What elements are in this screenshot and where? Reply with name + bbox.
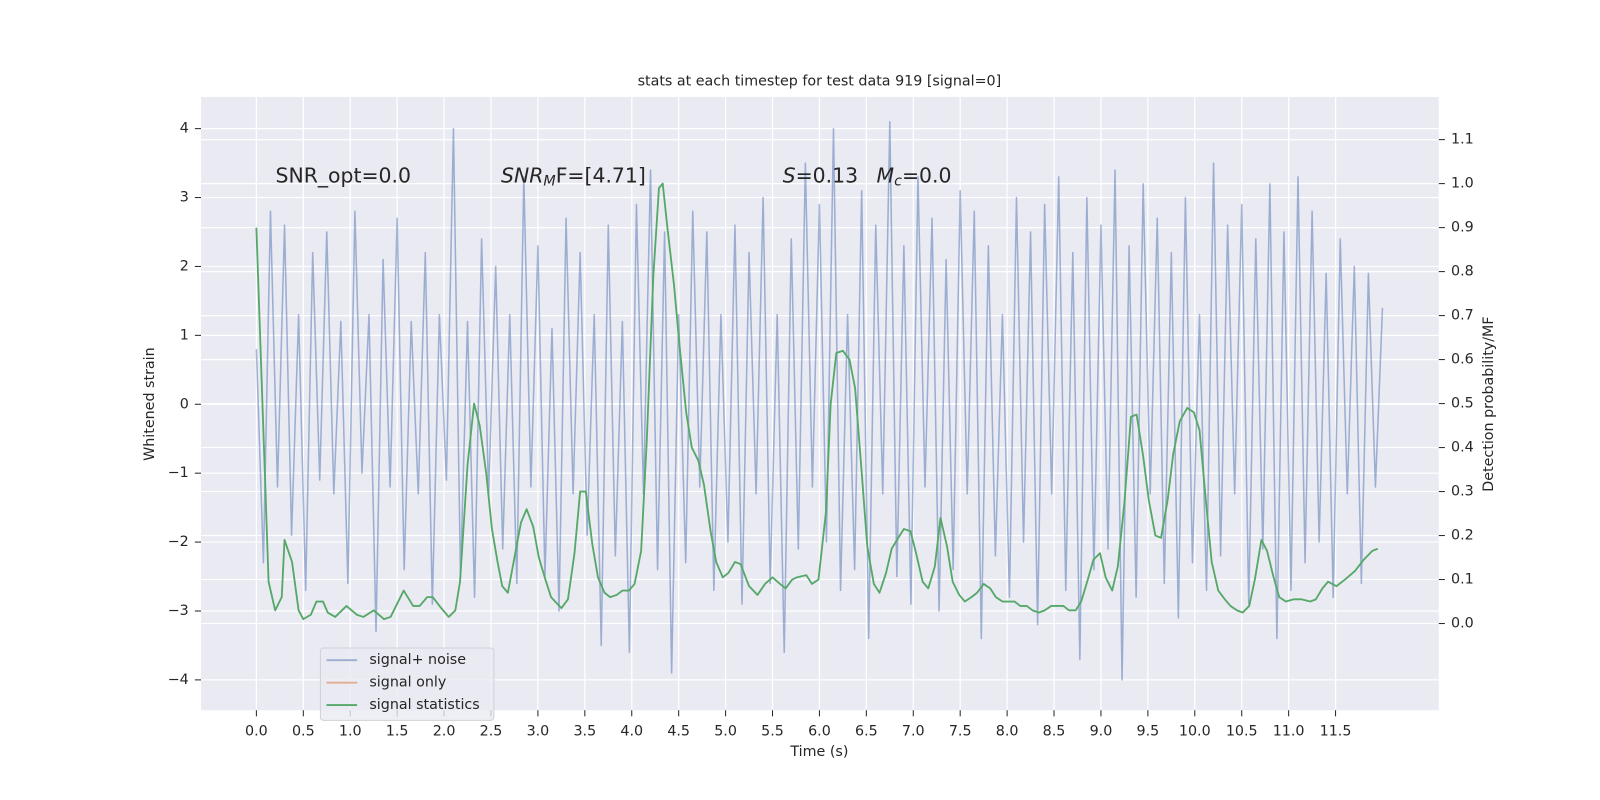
annotation: S=0.13 — [783, 164, 858, 188]
x-tick-label: 4.0 — [620, 724, 643, 740]
y2-tick-label: 1.0 — [1451, 176, 1474, 192]
x-tick-label: 8.0 — [996, 724, 1019, 740]
x-tick-label: 6.5 — [855, 724, 878, 740]
x-tick-label: 1.0 — [339, 724, 362, 740]
x-axis-label: Time (s) — [789, 744, 848, 760]
legend-label: signal+ noise — [369, 652, 466, 668]
x-tick-label: 7.5 — [949, 724, 972, 740]
series-line — [255, 120, 1384, 681]
x-tick-label: 0.5 — [292, 724, 315, 740]
x-tick-label: 5.5 — [761, 724, 784, 740]
y-tick-label: −4 — [168, 672, 189, 688]
x-tick-label: 9.5 — [1137, 724, 1160, 740]
annotation-sub: c — [894, 174, 902, 190]
series-line — [255, 182, 1379, 621]
y2-tick-label: 0.7 — [1451, 308, 1474, 324]
y-tick-label: 0 — [180, 396, 189, 412]
y2-tick-label: 0.9 — [1451, 220, 1474, 236]
y2-tick-label: 0.6 — [1451, 352, 1474, 368]
y2-tick-label: 0.5 — [1451, 396, 1474, 412]
annotation-sub: M — [543, 174, 555, 190]
annotation: Mc=0.0 — [877, 164, 952, 190]
y-tick-label: 4 — [180, 121, 189, 137]
x-tick-label: 3.5 — [573, 724, 596, 740]
foreground: 0.0 0.5 1.0 1.5 2.0 2.5 3.0 3.5 4.0 4.5 5.0 5.5 6.0 6… — [168, 121, 1474, 740]
x-tick-label: 8.5 — [1043, 724, 1066, 740]
x-tick-label: 3.0 — [527, 724, 550, 740]
annotation-main: S — [783, 164, 796, 188]
y-tick-label: 1 — [180, 327, 189, 343]
legend-label: signal statistics — [369, 697, 479, 713]
legend: signal+ noise signal only signal statistic… — [319, 647, 495, 721]
x-tick-label: 6.0 — [808, 724, 831, 740]
y2-tick-label: 0.4 — [1451, 440, 1474, 456]
y-tick-label: 2 — [180, 258, 189, 274]
x-tick-label: 11.0 — [1273, 724, 1305, 740]
annotation-main: M — [877, 164, 895, 188]
chart-title: stats at each timestep for test data 919… — [638, 74, 1002, 90]
y-axis-label: Whitened strain — [142, 347, 158, 461]
x-tick-label: 4.5 — [667, 724, 690, 740]
y-tick-label: 3 — [180, 190, 189, 206]
x-tick-label: 5.0 — [714, 724, 737, 740]
x-tick-label: 1.5 — [386, 724, 409, 740]
y2-tick-label: 0.2 — [1451, 528, 1474, 544]
x-tick-label: 9.0 — [1090, 724, 1113, 740]
x-tick-label: 7.0 — [902, 724, 925, 740]
annotation-rest: =0.0 — [902, 164, 952, 188]
legend-label: signal only — [369, 675, 446, 691]
x-tick-label: 2.0 — [433, 724, 456, 740]
annotation-rest: F=[4.71] — [556, 164, 646, 188]
annotation-main: SNR — [501, 164, 543, 188]
annotation-rest: =0.13 — [796, 164, 859, 188]
x-tick-label: 2.5 — [480, 724, 503, 740]
y2-tick-label: 1.1 — [1451, 132, 1474, 148]
y-tick-label: −1 — [168, 465, 189, 481]
y2-tick-label: 0.0 — [1451, 616, 1474, 632]
annotation: SNR_opt=0.0 — [276, 164, 412, 189]
y2-tick-label: 0.8 — [1451, 264, 1474, 280]
x-tick-label: 10.0 — [1179, 724, 1211, 740]
plot-lines — [255, 120, 1384, 681]
annotation: SNRMF=[4.71] — [501, 164, 646, 190]
y-tick-label: −3 — [168, 603, 189, 619]
x-tick-label: 10.5 — [1226, 724, 1258, 740]
legend-box — [319, 647, 495, 721]
x-tick-label: 0.0 — [245, 724, 268, 740]
y2-tick-label: 0.3 — [1451, 484, 1474, 500]
y2-axis-label: Detection probability/MF — [1481, 316, 1497, 491]
y-tick-label: −2 — [168, 534, 189, 550]
y2-tick-label: 0.1 — [1451, 572, 1474, 588]
x-tick-label: 11.5 — [1320, 724, 1352, 740]
